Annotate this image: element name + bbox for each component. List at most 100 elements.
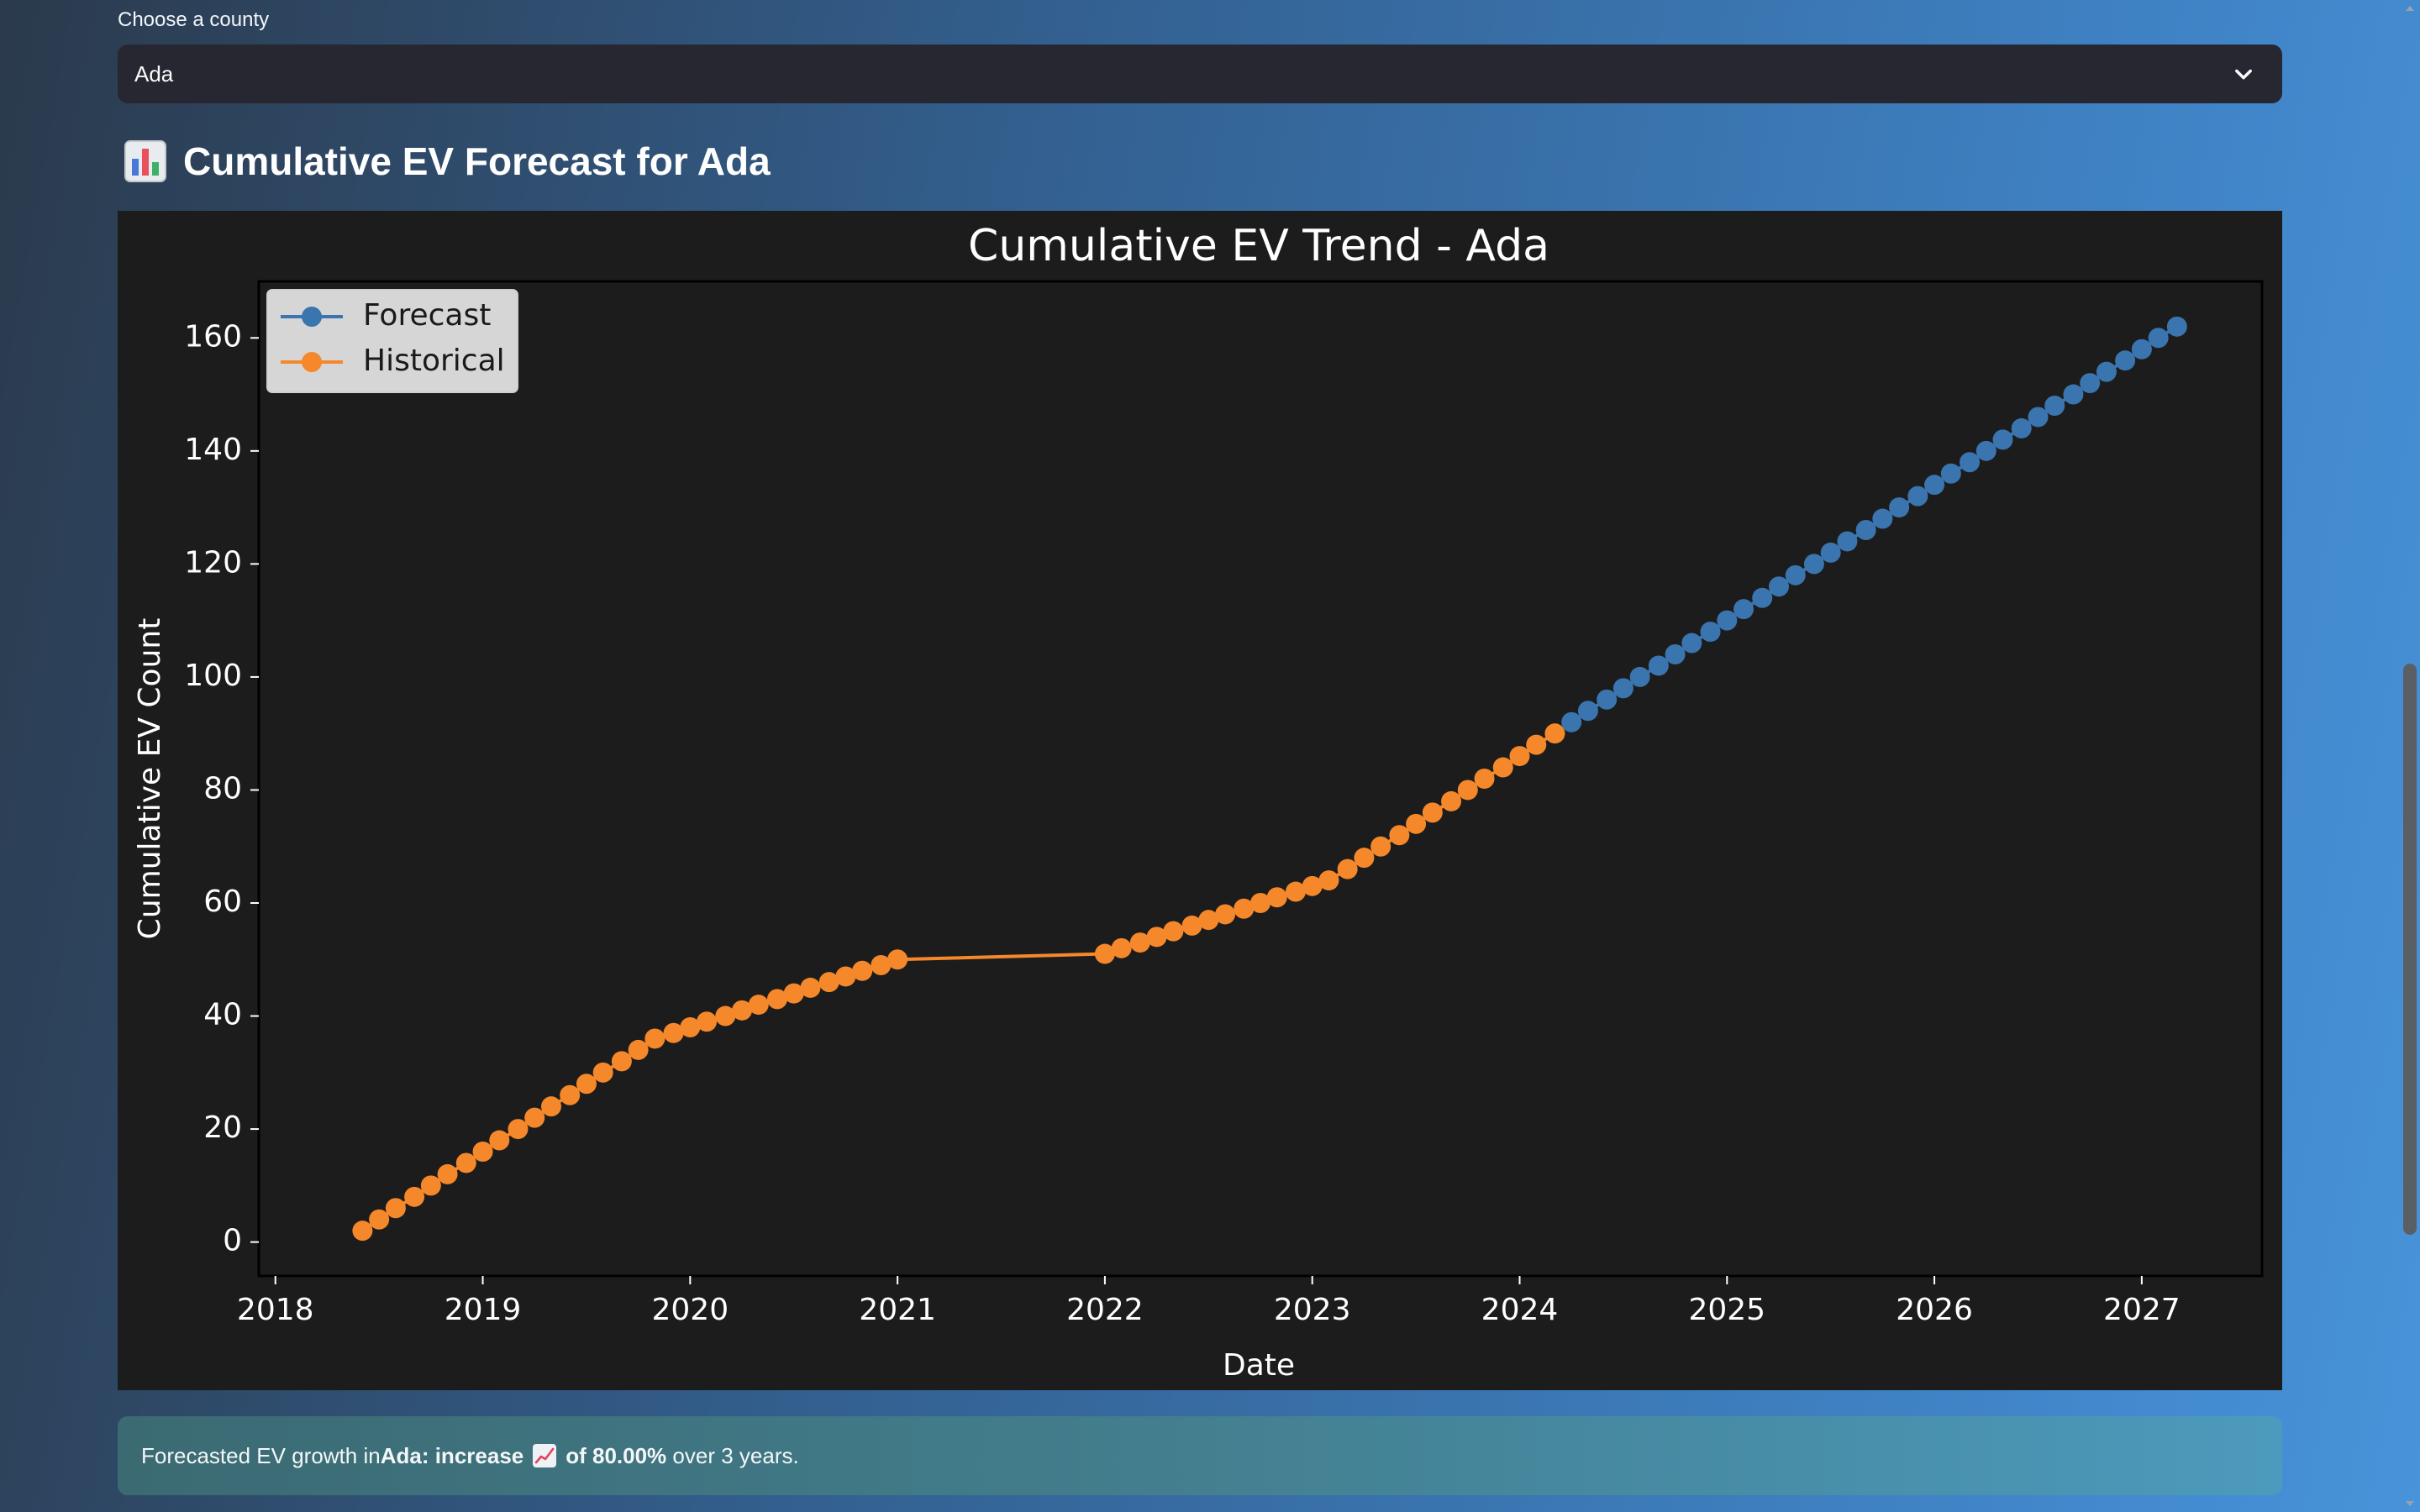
historical-data-point xyxy=(1544,723,1565,744)
historical-data-point xyxy=(1234,898,1255,919)
historical-data-point xyxy=(1111,937,1132,958)
historical-data-point xyxy=(1302,875,1323,896)
y-tick-label: 60 xyxy=(203,885,242,919)
historical-data-point xyxy=(1354,848,1375,869)
historical-data-point xyxy=(385,1198,406,1219)
historical-data-point xyxy=(1389,825,1410,846)
x-tick-label: 2026 xyxy=(1896,1293,1973,1327)
historical-data-point xyxy=(437,1163,458,1184)
forecast-data-point xyxy=(2080,373,2101,394)
historical-data-point xyxy=(352,1221,373,1242)
historical-data-point xyxy=(1474,769,1495,789)
historical-data-point xyxy=(1422,802,1443,823)
historical-data-point xyxy=(489,1130,510,1151)
forecast-data-point xyxy=(1820,542,1841,563)
historical-data-point xyxy=(1441,790,1462,811)
historical-data-point xyxy=(455,1152,476,1173)
historical-data-point xyxy=(1285,881,1306,902)
scroll-down-icon[interactable] xyxy=(2405,1499,2415,1509)
historical-data-point xyxy=(1198,910,1219,931)
historical-data-point xyxy=(1509,746,1530,767)
forecast-data-point xyxy=(1612,678,1634,699)
chart-increasing-icon xyxy=(533,1444,557,1467)
forecast-legend-label: Forecast xyxy=(363,298,491,333)
forecast-data-point xyxy=(1629,666,1650,687)
scroll-up-icon[interactable] xyxy=(2405,3,2415,13)
x-tick-label: 2023 xyxy=(1274,1293,1351,1327)
forecast-data-point xyxy=(2148,328,2169,349)
y-tick-label: 80 xyxy=(203,771,242,806)
line-chart: 2018 2019 2020 2021 2022 2023 2024 2025 2026 2027… xyxy=(118,211,2282,1390)
historical-data-point xyxy=(524,1107,545,1128)
historical-data-point xyxy=(887,949,908,970)
historical-data-point xyxy=(508,1119,529,1140)
historical-data-point xyxy=(1129,932,1150,953)
historical-data-point xyxy=(871,955,892,975)
forecast-data-point xyxy=(2096,361,2117,382)
historical-data-point xyxy=(1250,893,1270,913)
y-tick-label: 100 xyxy=(184,659,242,693)
historical-data-point xyxy=(1406,813,1427,834)
historical-data-point xyxy=(800,977,821,998)
scrollbar-thumb[interactable] xyxy=(2403,664,2417,1235)
page-title: Cumulative EV Forecast for Ada xyxy=(183,139,771,183)
forecast-data-point xyxy=(1924,475,1945,496)
historical-data-point xyxy=(1457,780,1478,801)
forecast-data-point xyxy=(1561,711,1582,732)
forecast-data-point xyxy=(1700,622,1721,643)
y-tick-label: 140 xyxy=(184,433,242,467)
historical-data-point xyxy=(1181,915,1202,936)
forecast-data-point xyxy=(2166,316,2187,337)
forecast-data-point xyxy=(2028,407,2049,428)
forecast-data-point xyxy=(1681,633,1702,654)
forecast-data-point xyxy=(1752,587,1773,608)
chevron-down-icon[interactable] xyxy=(2232,62,2255,86)
historical-data-point xyxy=(766,989,787,1010)
y-tick-label: 160 xyxy=(184,319,242,354)
forecast-legend-marker xyxy=(302,307,322,327)
info-trend: : increase xyxy=(421,1442,524,1468)
county-select[interactable]: Ada xyxy=(118,45,2282,103)
y-tick-label: 120 xyxy=(184,545,242,580)
historical-data-point xyxy=(420,1175,441,1196)
y-tick-label: 0 xyxy=(223,1224,242,1258)
historical-data-point xyxy=(1146,927,1167,948)
scrollbar[interactable] xyxy=(2400,0,2420,1512)
historical-data-point xyxy=(715,1005,736,1026)
historical-data-point xyxy=(369,1209,390,1230)
historical-data-point xyxy=(1370,836,1392,857)
historical-data-point xyxy=(663,1022,684,1043)
historical-data-point xyxy=(783,983,804,1004)
historical-data-point xyxy=(1094,943,1115,964)
forecast-data-point xyxy=(1960,452,1981,473)
historical-legend-marker xyxy=(302,352,322,372)
historical-data-point xyxy=(1318,870,1339,891)
forecast-data-point xyxy=(1733,599,1754,620)
historical-data-point xyxy=(404,1186,425,1207)
historical-legend-label: Historical xyxy=(363,344,505,378)
forecast-data-point xyxy=(2131,339,2152,360)
forecast-data-point xyxy=(1597,689,1618,710)
historical-data-point xyxy=(611,1051,632,1072)
forecast-data-point xyxy=(1768,576,1789,597)
forecast-data-point xyxy=(1803,554,1824,575)
historical-data-point xyxy=(835,966,856,987)
historical-data-point xyxy=(1215,904,1236,925)
info-county: Ada xyxy=(380,1442,422,1468)
forecast-data-point xyxy=(1785,564,1806,585)
plot-area xyxy=(257,280,2264,1278)
info-percent: of 80.00% xyxy=(566,1442,667,1468)
forecast-data-point xyxy=(1872,508,1893,529)
historical-data-point xyxy=(732,1000,753,1021)
x-tick-label: 2018 xyxy=(237,1293,314,1327)
x-tick-label: 2020 xyxy=(652,1293,729,1327)
historical-data-point xyxy=(540,1096,561,1117)
info-suffix: over 3 years. xyxy=(666,1442,799,1468)
section-heading: Cumulative EV Forecast for Ada xyxy=(124,134,771,188)
historical-data-point xyxy=(644,1028,666,1049)
forecast-data-point xyxy=(2044,396,2065,416)
historical-data-point xyxy=(576,1074,597,1095)
y-tick-label: 40 xyxy=(203,998,242,1032)
forecast-data-point xyxy=(2063,384,2084,405)
historical-data-point xyxy=(818,972,839,993)
